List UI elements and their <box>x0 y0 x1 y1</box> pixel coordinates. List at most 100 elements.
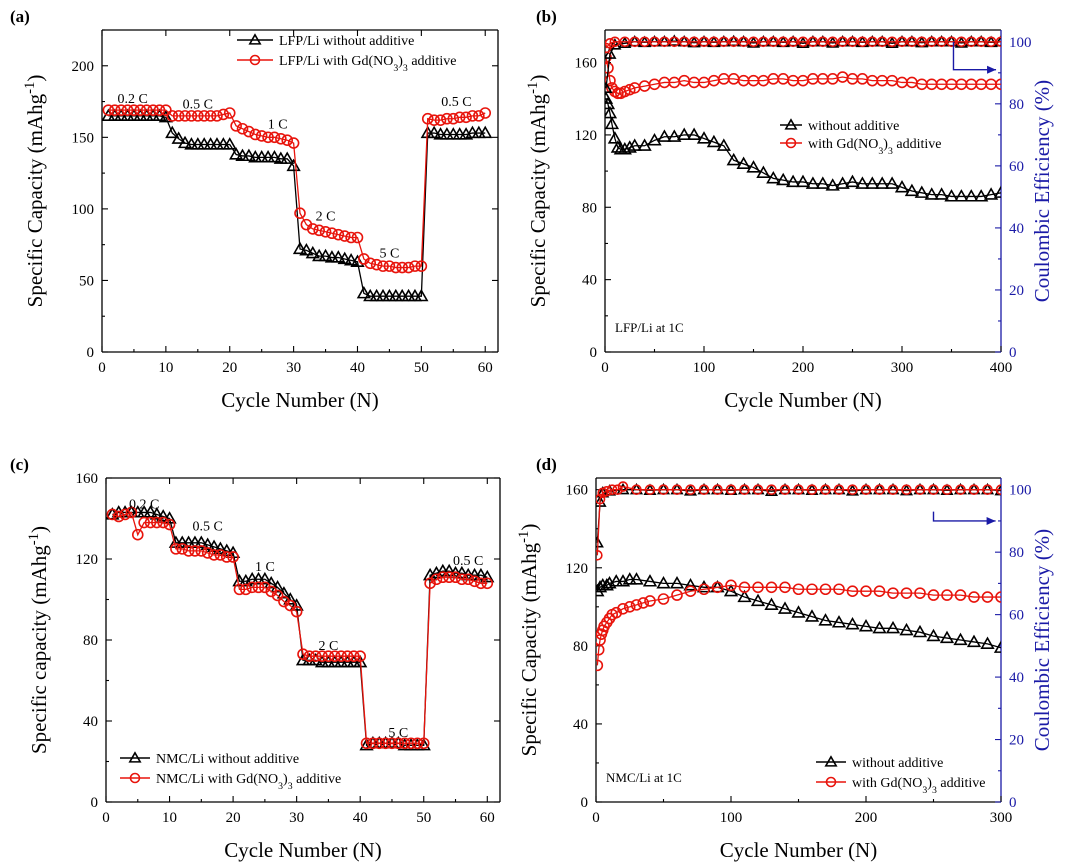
rate-annotation: 0.2 C <box>117 92 147 107</box>
data-point <box>985 36 997 48</box>
data-point <box>157 516 169 529</box>
data-point <box>373 737 386 750</box>
data-point <box>134 104 147 116</box>
series-line <box>605 40 1001 89</box>
data-point <box>128 104 140 116</box>
data-point <box>268 131 281 144</box>
data-point <box>332 228 345 241</box>
data-point <box>249 128 262 141</box>
legend-label: with Gd(NO3)3 additive <box>852 776 985 796</box>
data-point <box>156 509 171 522</box>
data-point <box>462 573 475 586</box>
data-point <box>442 563 457 577</box>
data-point <box>805 176 821 189</box>
data-point <box>443 571 455 584</box>
data-point <box>460 111 472 124</box>
data-point <box>364 257 377 270</box>
data-point <box>172 110 185 122</box>
data-point <box>966 634 982 648</box>
x-tick-label: 30 <box>286 360 301 376</box>
data-point <box>727 34 741 47</box>
data-point <box>901 484 912 496</box>
data-point <box>430 573 443 586</box>
x-tick-label: 40 <box>350 360 365 376</box>
data-point <box>846 585 859 598</box>
data-point <box>739 484 750 496</box>
x-tick-label: 20 <box>226 810 241 826</box>
y2-tick-label: 20 <box>1009 283 1024 299</box>
data-point <box>795 174 811 188</box>
data-point <box>612 484 623 496</box>
data-point <box>351 231 364 244</box>
series-line <box>108 115 486 297</box>
y2-tick-label: 100 <box>1009 483 1032 499</box>
rate-annotation: 0.5 C <box>183 98 213 113</box>
data-point <box>712 484 723 496</box>
chart-panel-4: (d)0 100 200 30004080120160020406080100Cycl… <box>516 455 1054 862</box>
data-point <box>290 605 303 618</box>
legend-marker <box>825 776 837 788</box>
data-point <box>912 624 928 638</box>
panel-note: NMC/Li at 1C <box>606 770 682 785</box>
data-point <box>609 36 621 48</box>
data-point <box>257 571 272 585</box>
data-point <box>605 74 616 87</box>
data-point <box>306 223 319 235</box>
data-point <box>441 112 453 125</box>
data-point <box>313 224 325 237</box>
data-point <box>746 160 761 173</box>
data-point <box>642 574 658 587</box>
data-point <box>956 36 967 48</box>
data-point <box>899 622 914 636</box>
data-point <box>683 577 698 591</box>
data-point <box>194 535 209 548</box>
data-point <box>644 484 656 496</box>
data-point <box>386 737 398 750</box>
plot-area <box>106 505 495 751</box>
data-point <box>214 549 227 561</box>
chart-panel-2: (b)0 100 200 300 40004080120160020406080100C… <box>525 7 1054 412</box>
panel-label: (b) <box>536 7 557 26</box>
data-point <box>229 147 244 160</box>
data-point <box>968 591 980 603</box>
data-point <box>195 545 208 557</box>
data-point <box>206 539 222 552</box>
data-point <box>416 737 431 751</box>
data-point <box>608 38 622 50</box>
data-point <box>738 581 751 594</box>
y-tick-label: 0 <box>581 795 589 811</box>
y-tick-label: 160 <box>575 56 598 72</box>
data-point <box>480 569 495 583</box>
y-tick-label: 0 <box>590 345 598 361</box>
data-point <box>954 589 967 601</box>
panel-label: (d) <box>536 455 557 474</box>
data-point <box>246 581 258 594</box>
data-point <box>876 36 888 48</box>
ce-arrow-line <box>932 511 996 522</box>
legend-label: LFP/Li with Gd(NO3)3 additive <box>279 54 456 74</box>
data-point <box>993 185 1001 198</box>
x-axis-title: Cycle Number (N) <box>221 388 378 412</box>
data-point <box>280 151 295 164</box>
y-axis-title: Specific Capacity (mAhg-1) <box>22 75 47 308</box>
data-point <box>806 583 818 596</box>
data-point <box>353 654 368 668</box>
x-axis-title: Cycle Number (N) <box>224 838 381 862</box>
series-2 <box>102 104 492 274</box>
data-point <box>793 484 804 496</box>
data-point <box>377 260 389 272</box>
series-4 <box>596 481 1001 561</box>
data-point <box>607 131 623 144</box>
y-tick-label: 80 <box>83 633 98 649</box>
y-tick-label: 160 <box>76 471 99 487</box>
data-point <box>756 165 771 179</box>
data-point <box>367 737 379 750</box>
panel-label: (a) <box>10 7 30 26</box>
y-tick-label: 0 <box>87 345 95 361</box>
data-point <box>658 484 669 496</box>
data-point <box>267 150 282 163</box>
y-tick-label: 0 <box>91 795 99 811</box>
data-point <box>222 137 237 150</box>
rate-annotation: 0.5 C <box>441 95 471 110</box>
panel-note: LFP/Li at 1C <box>615 320 684 335</box>
